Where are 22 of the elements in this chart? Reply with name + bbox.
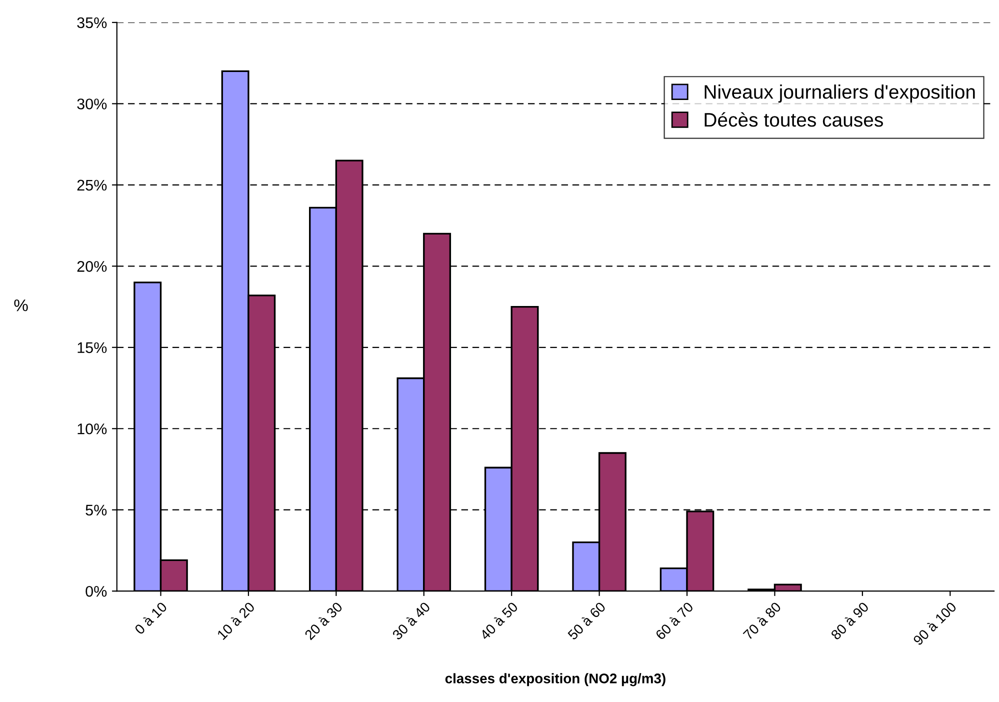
- x-tick-label: 90 à 100: [912, 601, 957, 646]
- y-tick-label: 25%: [77, 180, 107, 191]
- y-axis-title: %: [14, 300, 28, 312]
- x-tick-label: 70 à 80: [742, 601, 782, 640]
- y-tick-label: 30%: [77, 98, 107, 110]
- y-tick-label: 0%: [86, 586, 107, 597]
- x-tick-label: 10 à 20: [216, 601, 256, 640]
- y-tick-label: 10%: [78, 423, 107, 434]
- y-tick-label: 35%: [77, 17, 107, 28]
- legend-label: Niveaux journaliers d'exposition: [704, 84, 975, 103]
- x-tick-label: 30 à 40: [391, 601, 431, 640]
- x-tick-label: 0 à 10: [134, 601, 168, 635]
- x-tick-label: 50 à 60: [566, 601, 606, 640]
- x-tick-label: 60 à 70: [654, 601, 694, 640]
- x-axis-title: classes d'exposition (NO2 µg/m3): [445, 673, 666, 686]
- x-tick-label: 80 à 90: [830, 601, 870, 640]
- x-tick-label: 20 à 30: [304, 601, 343, 640]
- y-tick-label: 20%: [77, 261, 107, 272]
- y-tick-label: 5%: [86, 504, 107, 516]
- y-tick-label: 15%: [78, 342, 107, 354]
- legend-label: Décès toutes causes: [704, 112, 883, 127]
- x-tick-label: 40 à 50: [478, 601, 518, 641]
